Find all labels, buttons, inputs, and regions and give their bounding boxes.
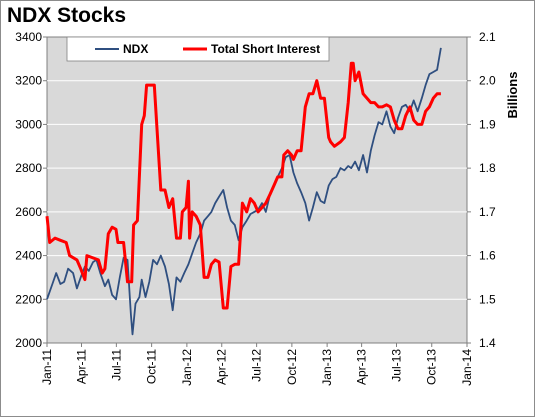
- x-tick-label: Jul-13: [389, 349, 403, 382]
- plot-area: [46, 36, 468, 344]
- y2-tick-label: 1.6: [479, 249, 496, 263]
- legend-label: Total Short Interest: [211, 42, 320, 56]
- y-tick-label: 2000: [15, 336, 42, 350]
- series-line-short-interest: [45, 61, 441, 310]
- y-tick-label: 3400: [15, 30, 42, 44]
- x-tick-label: Jan-14: [460, 349, 474, 386]
- y2-tick-label: 2.1: [479, 30, 496, 44]
- y-tick-label: 2400: [15, 249, 42, 263]
- x-tick-label: Oct-13: [425, 349, 439, 385]
- y-tick-label: 2200: [15, 292, 42, 306]
- y2-tick-label: 1.8: [479, 161, 496, 175]
- y-tick-label: 3000: [15, 117, 42, 131]
- x-tick-label: Apr-11: [74, 349, 88, 384]
- y2-tick-label: 1.9: [479, 117, 496, 131]
- y2-tick-label: 1.4: [479, 336, 496, 350]
- y2-tick-label: 2.0: [479, 74, 496, 88]
- y-tick-label: 2800: [15, 161, 42, 175]
- x-tick-label: Jul-11: [109, 349, 123, 381]
- x-tick-label: Jan-11: [40, 349, 54, 385]
- x-tick-label: Jul-12: [250, 349, 264, 382]
- x-tick-label: Oct-11: [145, 349, 159, 384]
- x-tick-label: Apr-13: [355, 349, 369, 385]
- chart-title: NDX Stocks: [7, 4, 127, 27]
- x-tick-label: Jan-13: [320, 349, 334, 386]
- y-tick-label: 2600: [15, 205, 42, 219]
- y2-tick-label: 1.5: [479, 292, 496, 306]
- y2-axis-label: Billions: [505, 72, 520, 119]
- x-tick-label: Oct-12: [285, 349, 299, 385]
- axes: 2000 2200 2400 2600 2800 3000 3200 3400 1.4 1.5 1.…: [15, 30, 520, 386]
- x-tick-label: Apr-12: [215, 349, 229, 385]
- legend-label: NDX: [123, 42, 148, 56]
- y-tick-label: 3200: [15, 74, 42, 88]
- y2-tick-label: 1.7: [479, 205, 496, 219]
- x-tick-label: Jan-12: [180, 349, 194, 386]
- legend: NDX Total Short Interest: [66, 36, 330, 62]
- series-lines: [45, 47, 442, 336]
